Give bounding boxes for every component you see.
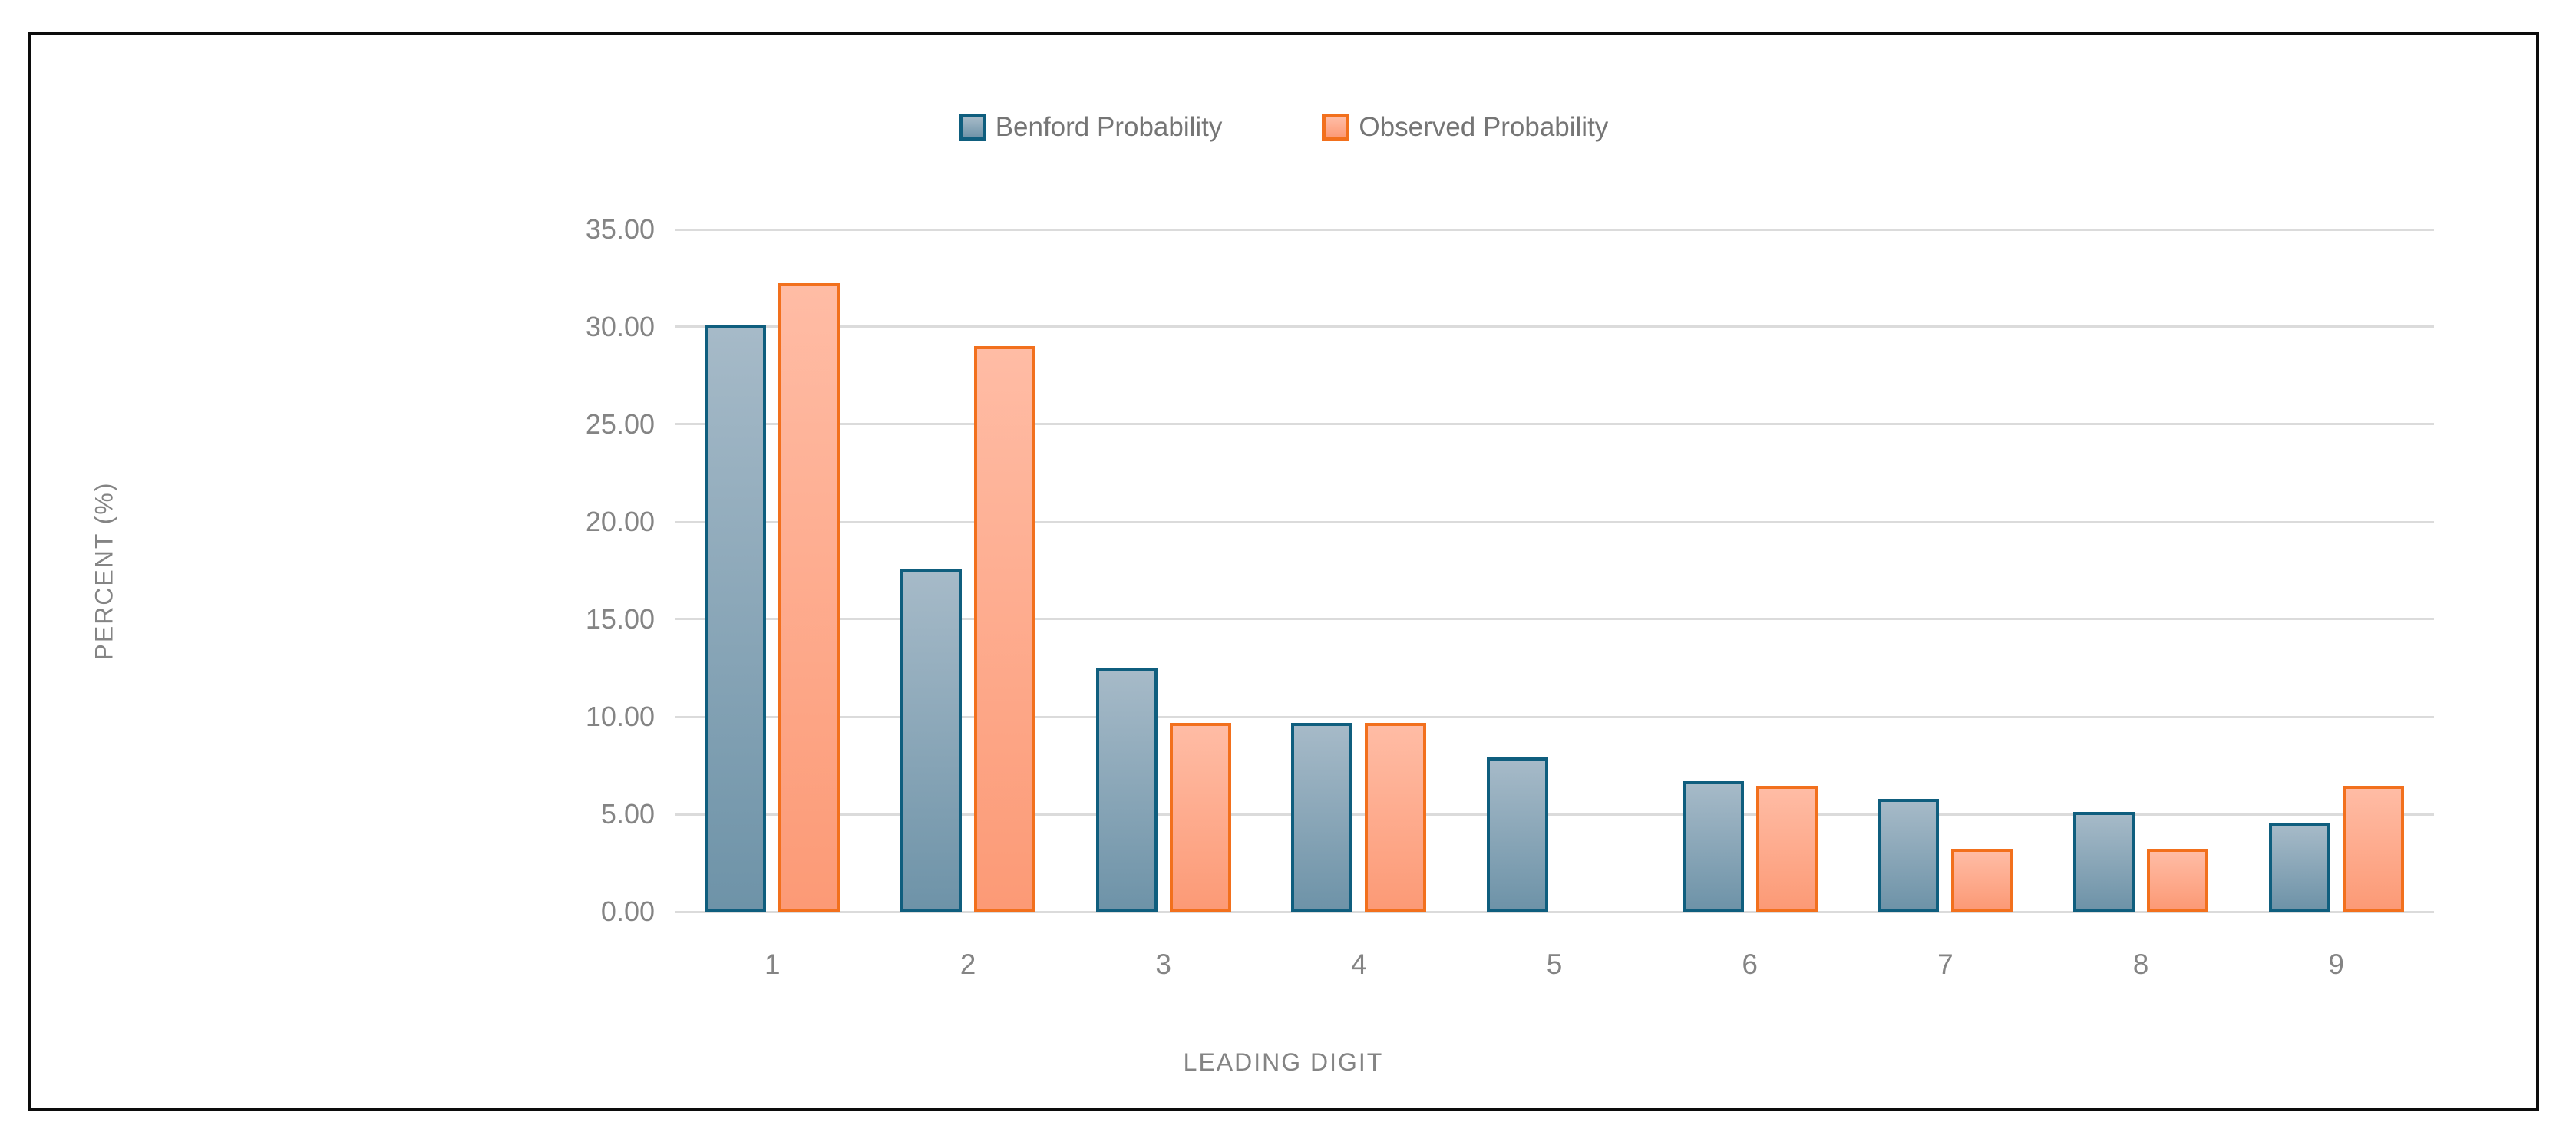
x-tick-label-4: 4 xyxy=(1351,949,1367,980)
gridline-0.00: 0.00 xyxy=(601,896,2434,927)
x-tick-label-1: 1 xyxy=(765,949,781,980)
legend-label: Observed Probability xyxy=(1359,112,1609,142)
y-tick-label: 20.00 xyxy=(585,506,655,537)
y-tick-label: 5.00 xyxy=(600,798,655,830)
bar-benford-probability-digit-1 xyxy=(705,325,767,912)
y-tick-label: 15.00 xyxy=(585,602,655,635)
x-tick-label-8: 8 xyxy=(2132,949,2149,980)
bar-observed-probability-digit-2 xyxy=(974,345,1035,912)
chart-legend: Benford Probability Observed Probability xyxy=(31,112,2536,143)
bar-group-digit-5 xyxy=(1457,229,1653,912)
bar-benford-probability-digit-3 xyxy=(1095,668,1158,912)
bar-benford-probability-digit-6 xyxy=(1682,781,1744,912)
y-axis-title: PERCENT (%) xyxy=(90,481,118,661)
bar-group-digit-2 xyxy=(870,229,1066,912)
bar-observed-probability-digit-9 xyxy=(2342,786,2404,912)
bar-group-digit-1 xyxy=(675,229,870,912)
y-tick-label: 35.00 xyxy=(585,213,655,245)
bar-group-digit-3 xyxy=(1065,229,1261,912)
grid-layer: 35.00 30.00 25.00 20.00 15.00 10.00 5.00 0.00 xyxy=(586,213,2434,927)
bar-observed-probability-digit-8 xyxy=(2147,848,2209,912)
x-axis-ticks: 1 2 3 4 5 6 7 8 9 xyxy=(675,949,2434,981)
bar-observed-probability-digit-6 xyxy=(1755,786,1818,912)
x-tick-label-6: 6 xyxy=(1742,949,1758,980)
x-tick-label-2: 2 xyxy=(959,949,976,980)
bar-observed-probability-digit-7 xyxy=(1951,848,2013,912)
legend-item-benford-probability: Benford Probability xyxy=(958,112,1223,143)
legend-label: Benford Probability xyxy=(995,112,1223,142)
x-tick-label-5: 5 xyxy=(1546,949,1563,980)
y-tick-label: 10.00 xyxy=(585,701,655,732)
y-tick-label: 30.00 xyxy=(585,310,655,342)
gridline-25.00: 25.00 xyxy=(586,408,2434,440)
bar-benford-probability-digit-8 xyxy=(2073,811,2135,912)
x-tick-label-9: 9 xyxy=(2328,949,2344,980)
legend-swatch-icon-benford-probability xyxy=(958,114,986,141)
x-tick-label-3: 3 xyxy=(1155,949,1171,980)
legend-swatch-icon-observed-probability xyxy=(1322,114,1350,141)
y-tick-label: 25.00 xyxy=(585,408,655,440)
bar-benford-probability-digit-9 xyxy=(2268,822,2330,912)
x-tick-label-7: 7 xyxy=(1937,949,1953,980)
legend-item-observed-probability: Observed Probability xyxy=(1322,112,1608,143)
gridline-10.00: 10.00 xyxy=(586,701,2434,732)
chart-frame: Benford Probability Observed Probability … xyxy=(28,32,2539,1111)
bars-layer xyxy=(675,229,2434,912)
bar-group-digit-8 xyxy=(2043,229,2239,912)
x-axis-title: LEADING DIGIT xyxy=(1183,1048,1384,1076)
gridline-35.00: 35.00 xyxy=(586,213,2434,245)
bar-observed-probability-digit-4 xyxy=(1365,723,1427,912)
bar-group-digit-7 xyxy=(1848,229,2043,912)
bar-benford-probability-digit-7 xyxy=(1878,798,1940,912)
gridline-20.00: 20.00 xyxy=(586,506,2434,537)
bar-group-digit-6 xyxy=(1652,229,1848,912)
bar-observed-probability-digit-1 xyxy=(778,282,841,912)
y-tick-label: 0.00 xyxy=(600,896,655,927)
bar-group-digit-4 xyxy=(1261,229,1457,912)
gridline-15.00: 15.00 xyxy=(586,603,2434,635)
gridline-30.00: 30.00 xyxy=(586,311,2434,342)
bar-benford-probability-digit-2 xyxy=(900,568,962,912)
bar-group-digit-9 xyxy=(2238,229,2434,912)
bar-benford-probability-digit-4 xyxy=(1291,722,1353,912)
bar-observed-probability-digit-3 xyxy=(1169,723,1231,912)
bar-benford-probability-digit-5 xyxy=(1487,757,1549,912)
gridline-5.00: 5.00 xyxy=(601,798,2434,830)
plot-area: 35.00 30.00 25.00 20.00 15.00 10.00 5.00 0.00 xyxy=(586,213,2434,927)
